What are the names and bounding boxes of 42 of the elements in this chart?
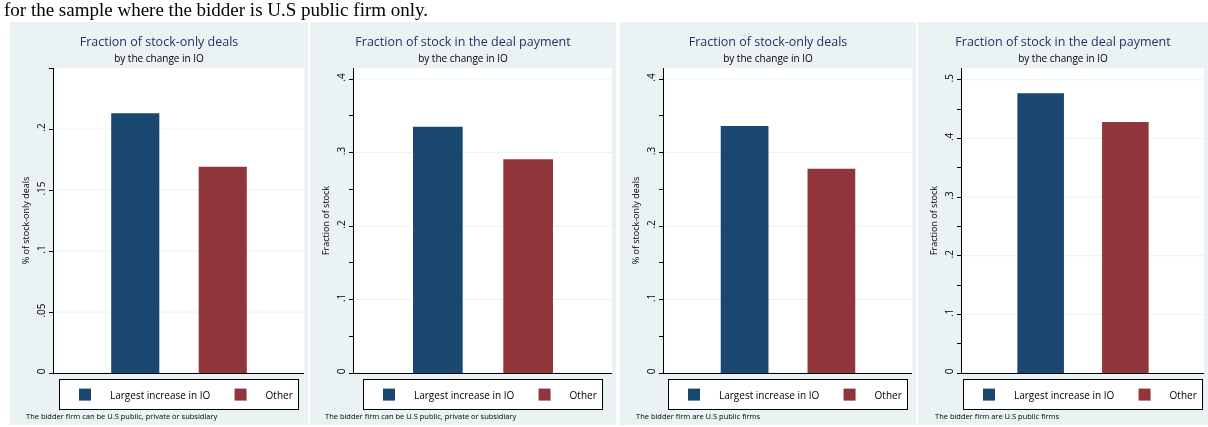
y-tick-label: 0 [644,368,658,375]
chart-title: Fraction of stock-only deals [79,33,239,51]
y-axis-title: Fraction of stock [319,185,333,256]
legend-label: Largest increase in IO [719,387,820,402]
y-tick-label: .2 [334,220,348,229]
y-tick-label: 0 [34,368,48,375]
y-tick-label: .15 [34,181,48,196]
y-tick-label: .3 [942,191,956,200]
chart-subtitle: by the change in IO [418,51,509,66]
legend-label: Other [569,387,597,402]
y-axis-title: Fraction of stock [927,185,941,256]
y-tick-label: .1 [34,245,48,254]
legend-label: Other [265,387,293,402]
chart-subtitle: by the change in IO [1018,51,1109,66]
y-tick-label: .3 [334,146,348,156]
chart-title: Fraction of stock in the deal payment [355,33,572,51]
chart-subtitle: by the change in IO [723,51,814,66]
chart-title: Fraction of stock in the deal payment [955,33,1172,51]
y-tick-label: .1 [334,293,348,303]
y-tick-label: .1 [644,293,658,303]
legend-label: Other [1169,387,1197,402]
chart-title: Fraction of stock-only deals [688,33,848,51]
y-tick-label: .4 [644,73,658,82]
legend-label: Largest increase in IO [110,387,211,402]
y-tick-label: .4 [942,132,956,142]
legend-label: Other [874,387,902,402]
y-tick-label: .1 [942,308,956,318]
y-tick-label: 0 [942,368,956,375]
y-tick-label: .2 [34,123,48,132]
y-tick-label: .05 [34,303,48,318]
y-tick-label: .4 [334,73,348,82]
text: for the sample where the bidder is U.S public firm only. [4,0,429,22]
legend-label: Largest increase in IO [414,387,515,402]
y-tick-label: 0 [334,368,348,375]
y-tick-label: .2 [644,220,658,229]
chart-subtitle: by the change in IO [114,51,205,66]
y-tick-label: .5 [942,73,956,83]
y-axis-title: % of stock-only deals [629,176,643,265]
y-axis-title: % of stock-only deals [19,176,33,265]
y-tick-label: .3 [644,146,658,156]
legend-label: Largest increase in IO [1014,387,1115,402]
y-tick-label: .2 [942,249,956,259]
